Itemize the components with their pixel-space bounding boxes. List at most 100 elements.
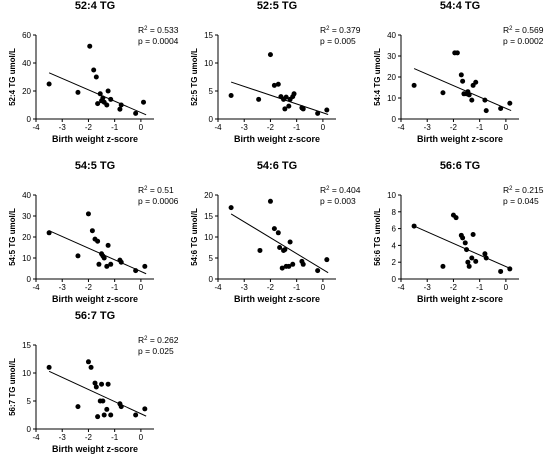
data-point [85, 359, 91, 365]
scatter-panel: 56:7 TG -4 -3 -2 -1 0 0 5 10 15 Birth weight z-sco… [8, 310, 179, 454]
data-point [483, 108, 489, 114]
data-point [46, 364, 52, 370]
x-tick-label: -3 [59, 123, 67, 132]
data-point [283, 94, 289, 100]
y-tick-label: 15 [22, 341, 31, 350]
data-point [257, 247, 263, 253]
x-tick-label: -2 [85, 433, 93, 442]
y-tick-label: 5 [209, 254, 214, 263]
data-point [287, 239, 293, 245]
data-point [267, 52, 273, 58]
data-point [108, 96, 114, 102]
data-point [105, 381, 111, 387]
scatter-panel: 54:6 TG -4 -3 -2 -1 0 0 5 10 15 20 Birth weight z-s… [190, 160, 361, 304]
data-point [411, 82, 417, 88]
r-squared-label: R2 = 0.404 [320, 185, 361, 195]
data-point [104, 263, 110, 269]
r-squared-label: R2 = 0.569 [503, 25, 544, 35]
x-axis-label: Birth weight z-score [234, 134, 320, 144]
data-point [271, 226, 277, 232]
data-point [85, 211, 91, 217]
panel-title: 56:6 TG [440, 160, 480, 172]
data-point [291, 91, 297, 97]
x-axis-label: Birth weight z-score [52, 134, 138, 144]
y-tick-label: 10 [387, 94, 396, 103]
x-tick-label: -4 [32, 123, 40, 132]
scatter-panel: 52:4 TG -4 -3 -2 -1 0 0 20 40 60 Birth weight z-sc… [8, 0, 179, 144]
y-tick-label: 10 [204, 233, 213, 242]
p-value-label: p = 0.0002 [503, 36, 544, 46]
x-tick-label: 0 [139, 283, 144, 292]
x-tick-label: -3 [241, 283, 249, 292]
data-point [142, 406, 148, 412]
x-tick-label: -1 [476, 123, 484, 132]
data-point [440, 263, 446, 269]
data-point [282, 247, 288, 253]
x-axis-label: Birth weight z-score [417, 294, 503, 304]
x-tick-label: -4 [32, 433, 40, 442]
panel-title: 52:5 TG [257, 0, 297, 12]
y-tick-label: 20 [204, 191, 213, 200]
x-tick-label: -2 [85, 283, 93, 292]
scatter-panel: 52:5 TG -4 -3 -2 -1 0 0 5 10 15 Birth weight z-sco… [190, 0, 361, 144]
data-point [470, 231, 476, 237]
data-point [277, 245, 283, 250]
regression-line [413, 225, 512, 270]
data-point [105, 242, 111, 248]
y-tick-label: 8 [392, 208, 397, 217]
x-tick-label: -4 [32, 283, 40, 292]
data-point [101, 412, 107, 418]
data-point [142, 263, 148, 269]
data-point [108, 261, 114, 267]
data-point [75, 253, 81, 259]
data-point [117, 106, 123, 112]
x-tick-label: -4 [397, 283, 405, 292]
x-tick-label: 0 [139, 433, 144, 442]
data-point [87, 43, 93, 49]
scatter-panel: 56:6 TG -4 -3 -2 -1 0 0 2 4 6 8 10 Birth weight z-sc… [373, 160, 544, 304]
data-point [473, 79, 479, 85]
regression-line [413, 68, 512, 112]
y-tick-label: 0 [27, 275, 32, 284]
data-point [92, 380, 98, 386]
data-point [324, 107, 330, 113]
data-point [95, 101, 101, 107]
y-tick-label: 6 [392, 225, 397, 234]
data-point [141, 99, 147, 105]
data-point [101, 255, 107, 261]
x-tick-label: -1 [293, 123, 301, 132]
y-tick-label: 0 [392, 115, 397, 124]
y-tick-label: 15 [204, 212, 213, 221]
y-tick-label: 2 [392, 258, 397, 267]
data-point [88, 364, 94, 370]
data-point [267, 198, 273, 204]
data-point [75, 404, 81, 410]
x-tick-label: -2 [450, 283, 458, 292]
panel-title: 54:6 TG [257, 160, 297, 172]
x-tick-label: -3 [424, 123, 432, 132]
data-point [95, 238, 101, 244]
data-point [93, 74, 99, 80]
data-point [460, 235, 466, 241]
scatter-panel: 54:5 TG -4 -3 -2 -1 0 0 10 20 30 40 Birth weight z-… [8, 160, 179, 304]
data-point [466, 92, 472, 98]
x-tick-label: -3 [59, 433, 67, 442]
data-point [483, 255, 489, 261]
data-point [300, 106, 306, 112]
data-point [97, 91, 103, 97]
x-tick-label: -3 [241, 123, 249, 132]
r-squared-label: R2 = 0.215 [503, 185, 544, 195]
y-tick-label: 10 [204, 59, 213, 68]
y-tick-label: 20 [22, 233, 31, 242]
p-value-label: p = 0.003 [320, 196, 356, 206]
data-point [279, 265, 285, 271]
data-point [300, 261, 306, 267]
y-tick-label: 10 [387, 191, 396, 200]
data-point [46, 230, 52, 236]
y-tick-label: 5 [27, 397, 32, 406]
data-point [466, 263, 472, 269]
y-tick-label: 60 [22, 31, 31, 40]
panel-title: 52:4 TG [75, 0, 115, 12]
y-tick-label: 4 [392, 241, 397, 250]
